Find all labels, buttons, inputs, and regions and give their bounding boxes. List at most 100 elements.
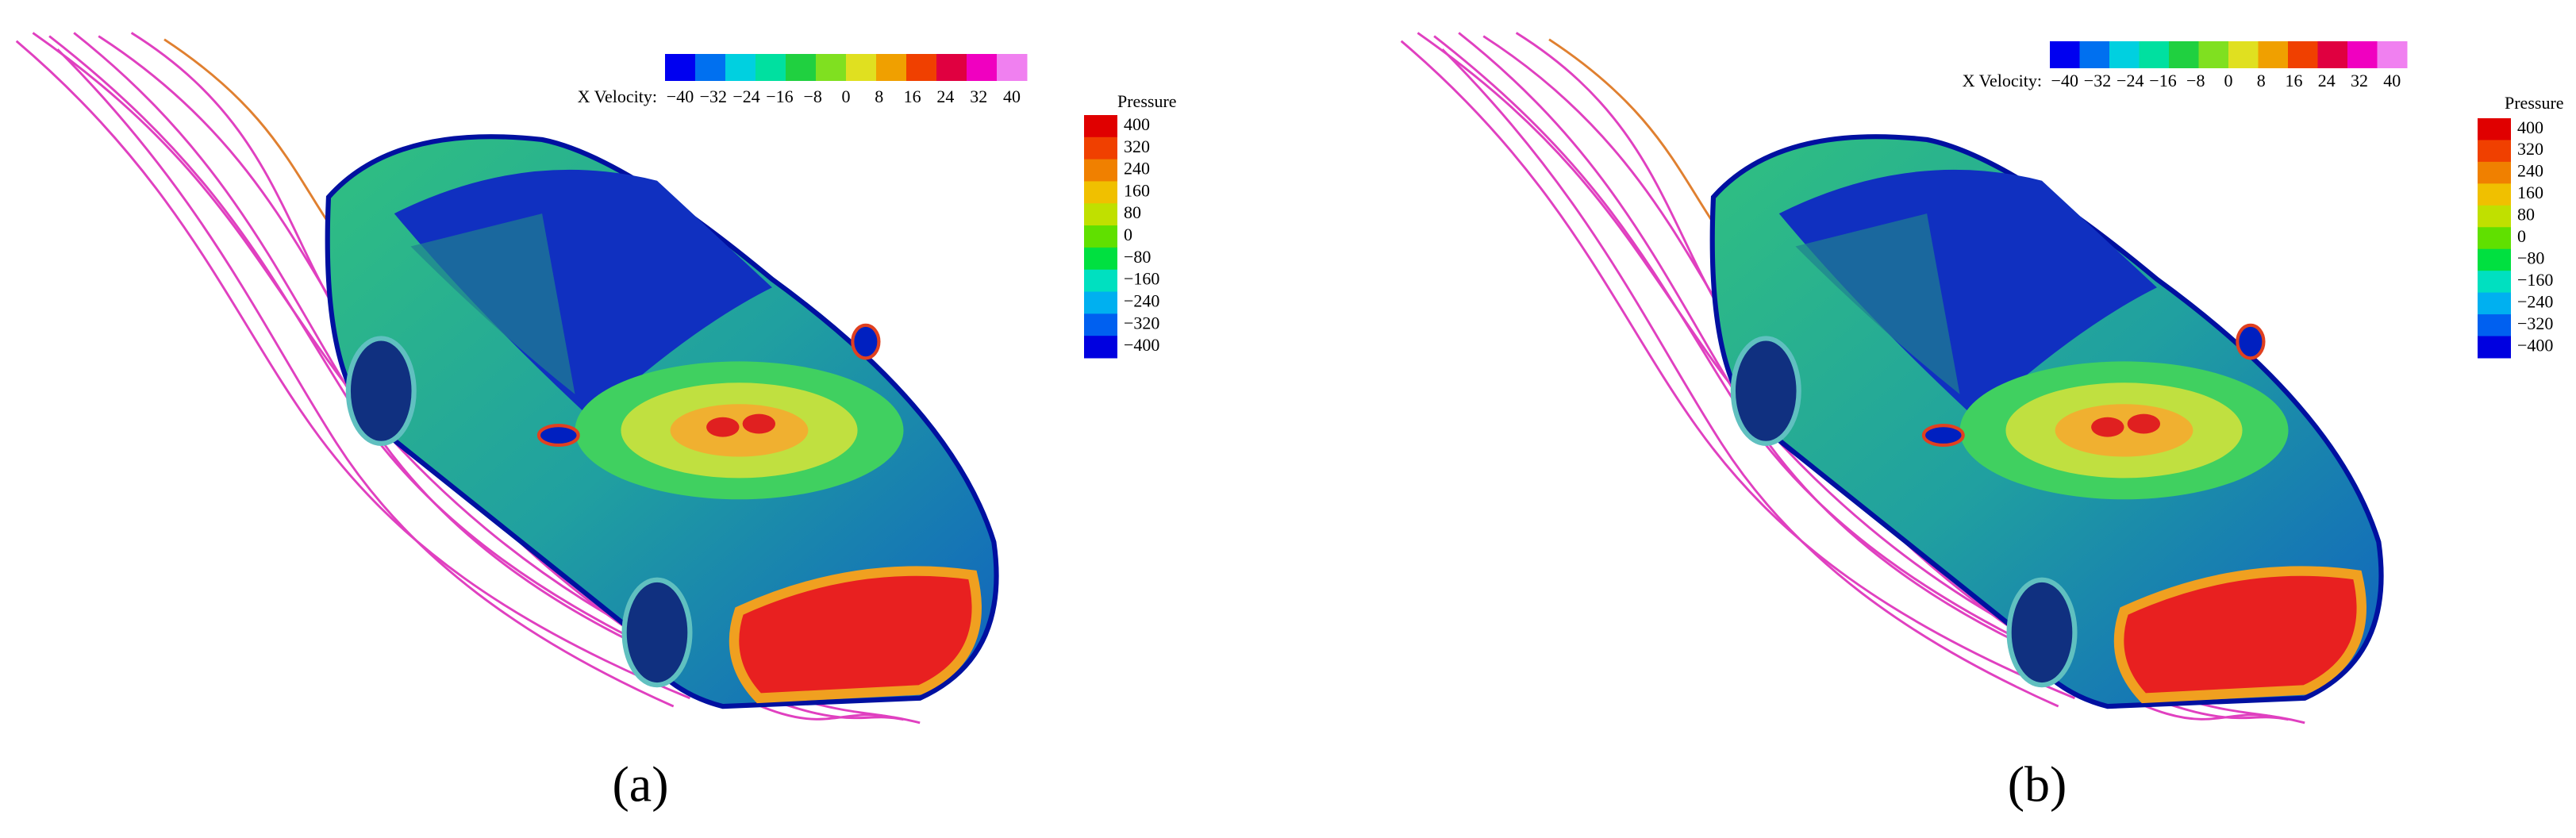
panel-label: (a) <box>612 756 668 813</box>
velocity-swatch <box>876 54 907 81</box>
velocity-tick-label: −40 <box>667 86 694 106</box>
velocity-tick-label: 8 <box>2257 71 2266 90</box>
pressure-swatch <box>1084 269 1117 293</box>
velocity-tick-label: 16 <box>904 86 921 106</box>
pressure-swatch <box>1084 225 1117 248</box>
pressure-tick-label: 160 <box>1124 180 1150 200</box>
velocity-swatch <box>2288 41 2318 68</box>
velocity-swatch <box>906 54 937 81</box>
pressure-swatch <box>1084 159 1117 182</box>
velocity-tick-label: 32 <box>2351 71 2368 90</box>
velocity-tick-label: 16 <box>2286 71 2303 90</box>
pressure-tick-label: 400 <box>2517 117 2543 137</box>
pressure-swatch <box>2478 271 2511 294</box>
velocity-swatch <box>725 54 756 81</box>
velocity-swatch <box>786 54 817 81</box>
velocity-tick-label: 40 <box>2383 71 2401 90</box>
velocity-swatch <box>997 54 1028 81</box>
velocity-legend-title: X Velocity: <box>1963 71 2042 90</box>
pressure-tick-label: 320 <box>2517 139 2543 159</box>
car-image-b <box>1401 33 2382 722</box>
pressure-swatch <box>2478 161 2511 184</box>
velocity-tick-label: −32 <box>700 86 727 106</box>
pressure-swatch <box>1084 247 1117 271</box>
pressure-swatch <box>1084 115 1117 138</box>
pressure-tick-label: 240 <box>2517 161 2543 181</box>
pressure-swatch <box>2478 205 2511 228</box>
velocity-tick-label: 0 <box>2224 71 2233 90</box>
pressure-tick-label: 400 <box>1124 114 1150 134</box>
pressure-tick-label: −80 <box>1124 247 1151 267</box>
pressure-tick-label: −400 <box>1124 335 1159 355</box>
pressure-tick-label: 0 <box>1124 225 1132 244</box>
pressure-tick-label: −240 <box>1124 291 1159 311</box>
pressure-legend-title: Pressure <box>1117 91 1177 111</box>
velocity-swatch <box>665 54 696 81</box>
velocity-tick-label: 24 <box>2318 71 2336 90</box>
velocity-swatch <box>2139 41 2170 68</box>
pressure-swatch <box>1084 181 1117 204</box>
velocity-swatch <box>695 54 726 81</box>
velocity-legend-title: X Velocity: <box>578 86 657 106</box>
velocity-tick-label: 32 <box>970 86 987 106</box>
velocity-tick-label: 0 <box>842 86 851 106</box>
velocity-swatch <box>2169 41 2199 68</box>
velocity-swatch <box>2050 41 2080 68</box>
velocity-tick-label: −8 <box>2186 71 2205 90</box>
pressure-tick-label: 80 <box>1124 202 1141 222</box>
pressure-swatch <box>2478 140 2511 163</box>
pressure-tick-label: −240 <box>2517 291 2553 311</box>
velocity-tick-label: −40 <box>2051 71 2078 90</box>
velocity-tick-label: −8 <box>803 86 821 106</box>
pressure-swatch <box>2478 336 2511 359</box>
velocity-tick-label: −32 <box>2084 71 2111 90</box>
pressure-swatch <box>2478 118 2511 140</box>
pressure-tick-label: −400 <box>2517 335 2553 355</box>
pressure-swatch <box>2478 248 2511 271</box>
pressure-tick-label: 320 <box>1124 136 1150 156</box>
velocity-swatch <box>2317 41 2348 68</box>
pressure-swatch <box>1084 291 1117 314</box>
pressure-legend-title: Pressure <box>2505 93 2564 113</box>
pressure-tick-label: −160 <box>1124 269 1159 289</box>
velocity-swatch <box>2079 41 2110 68</box>
pressure-tick-label: −160 <box>2517 270 2553 290</box>
pressure-tick-label: −320 <box>1124 313 1159 333</box>
velocity-swatch <box>755 54 786 81</box>
velocity-swatch <box>967 54 998 81</box>
pressure-tick-label: 160 <box>2517 183 2543 202</box>
pressure-swatch <box>2478 227 2511 250</box>
velocity-swatch <box>2258 41 2289 68</box>
car-image-a <box>17 33 997 722</box>
pressure-tick-label: −320 <box>2517 313 2553 333</box>
velocity-tick-label: −24 <box>732 86 759 106</box>
pressure-swatch <box>1084 313 1117 336</box>
pressure-tick-label: 80 <box>2517 205 2535 225</box>
pressure-swatch <box>1084 203 1117 226</box>
panel-label: (b) <box>2008 756 2067 813</box>
pressure-swatch <box>1084 136 1117 160</box>
velocity-tick-label: 40 <box>1003 86 1021 106</box>
velocity-swatch <box>846 54 877 81</box>
pressure-swatch <box>2478 183 2511 206</box>
pressure-swatch <box>2478 292 2511 315</box>
pressure-tick-label: 0 <box>2517 226 2526 246</box>
velocity-tick-label: −24 <box>2117 71 2143 90</box>
velocity-swatch <box>2228 41 2259 68</box>
pressure-swatch <box>1084 336 1117 359</box>
velocity-swatch <box>2347 41 2378 68</box>
velocity-tick-label: −16 <box>2149 71 2176 90</box>
velocity-swatch <box>2109 41 2140 68</box>
velocity-swatch <box>2198 41 2229 68</box>
velocity-swatch <box>936 54 967 81</box>
velocity-tick-label: −16 <box>766 86 793 106</box>
velocity-swatch <box>2377 41 2408 68</box>
pressure-swatch <box>2478 314 2511 337</box>
velocity-swatch <box>816 54 847 81</box>
pressure-tick-label: 240 <box>1124 159 1150 179</box>
pressure-tick-label: −80 <box>2517 248 2544 268</box>
velocity-tick-label: 8 <box>875 86 883 106</box>
velocity-tick-label: 24 <box>936 86 954 106</box>
